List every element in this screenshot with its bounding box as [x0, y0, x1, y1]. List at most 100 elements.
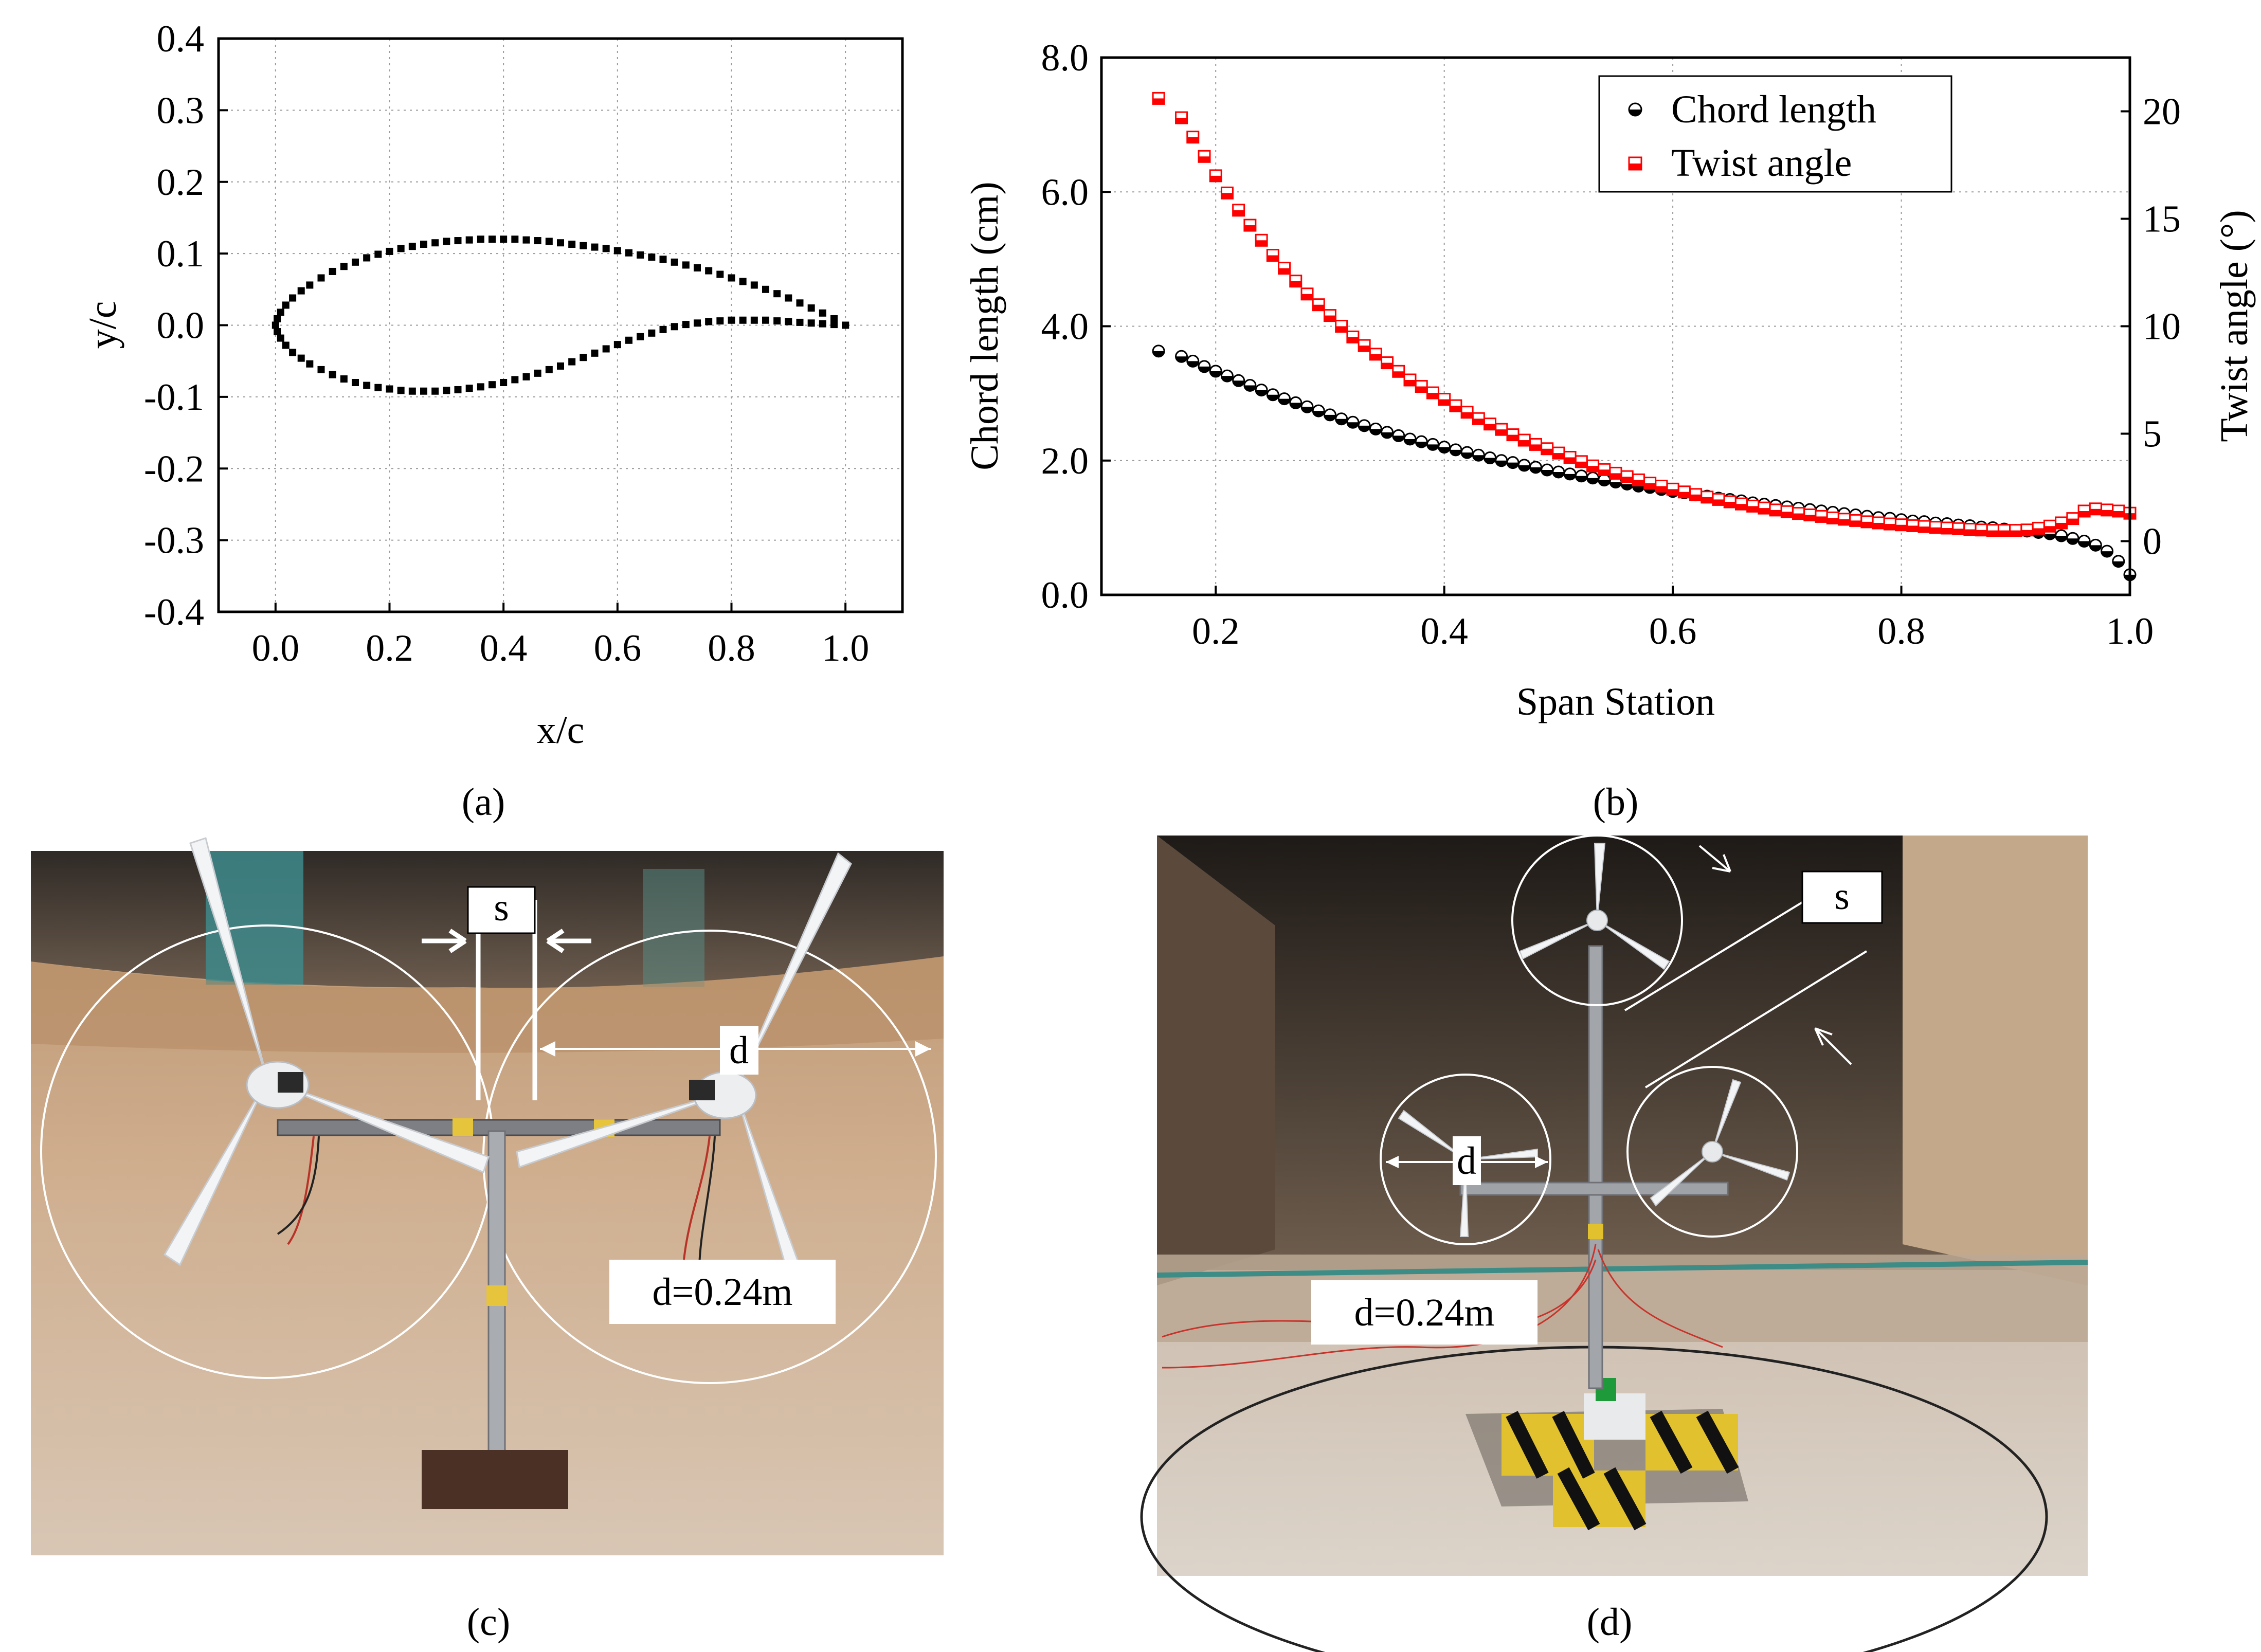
y-tick-label-left: 4.0 — [1041, 306, 1089, 348]
airfoil-point — [297, 287, 305, 295]
twist-angle-point — [1529, 438, 1542, 451]
airfoil-point — [682, 321, 690, 329]
chord-length-point — [1358, 419, 1371, 432]
y-tick-label-left: 8.0 — [1041, 37, 1089, 79]
photo-c-spacing-box — [467, 886, 536, 934]
panel-label-c: (c) — [467, 1601, 510, 1644]
airfoil-point — [329, 267, 336, 275]
hazard-tape — [1502, 1410, 1739, 1531]
chord-length-point — [1598, 474, 1611, 487]
chord-length-point — [1392, 429, 1405, 442]
x-tick-label: 0.2 — [366, 627, 413, 669]
chord-length-point — [1460, 446, 1474, 459]
airfoil-point — [807, 319, 815, 327]
airfoil-point — [648, 329, 656, 337]
photo-d-diameter-box — [1453, 1136, 1481, 1185]
airfoil-point — [340, 263, 348, 270]
y-tick-label: 0.0 — [157, 305, 205, 347]
airfoil-point — [420, 241, 427, 248]
twist-angle-point — [1255, 233, 1268, 247]
airfoil-point — [580, 242, 587, 249]
airfoil-point — [522, 373, 530, 380]
twist-angle-point — [2112, 504, 2125, 518]
airfoil-point — [819, 320, 826, 328]
legend-box — [1598, 75, 1952, 193]
twist-angle-point — [1198, 150, 1211, 163]
photo-c-spacing-label: s — [494, 886, 509, 929]
chart-a-xlabel: x/c — [537, 709, 585, 752]
twist-angle-point — [2066, 512, 2079, 525]
photo-c-diameter-label: d — [729, 1029, 749, 1072]
twist-angle-point — [1152, 92, 1165, 105]
airfoil-point — [454, 237, 462, 245]
y-tick-label: 0.4 — [157, 18, 205, 60]
y-tick-label: 0.2 — [157, 161, 205, 204]
twist-angle-point — [1460, 406, 1474, 419]
twist-angle-point — [1918, 520, 1931, 533]
airfoil-point — [671, 258, 678, 266]
airfoil-point — [739, 278, 747, 285]
twist-angle-point — [1358, 339, 1371, 352]
chart-b-marks — [1152, 92, 2137, 582]
airfoil-point — [625, 336, 632, 344]
airfoil-point — [750, 316, 758, 324]
airfoil-point — [500, 235, 508, 243]
y-tick-label-right: 10 — [2143, 306, 2181, 348]
airfoil-point — [277, 334, 284, 342]
twist-angle-point — [2009, 524, 2022, 537]
chord-length-point — [1541, 463, 1554, 477]
airfoil-point — [830, 321, 838, 329]
airfoil-point — [785, 318, 792, 325]
chord-length-point — [1563, 467, 1577, 481]
airfoil-point — [511, 235, 519, 243]
twist-angle-point — [1426, 386, 1439, 400]
photo-d: s d d=0.24m (d) — [1140, 834, 2088, 1652]
airfoil-point — [819, 309, 826, 317]
airfoil-point — [545, 366, 553, 373]
x-tick-label: 0.4 — [480, 627, 528, 669]
twist-angle-point — [1620, 470, 1634, 483]
twist-angle-point — [1517, 433, 1531, 447]
airfoil-point — [842, 321, 849, 329]
airfoil-point — [694, 319, 701, 327]
twist-angle-point — [1677, 485, 1691, 499]
airfoil-point — [408, 387, 416, 395]
chord-length-point — [1381, 426, 1394, 439]
twist-angle-point — [1300, 287, 1314, 301]
twist-angle-point — [1655, 479, 1668, 493]
chord-length-point — [1232, 374, 1245, 387]
airfoil-point — [545, 238, 553, 245]
twist-angle-point — [1872, 516, 1885, 530]
twist-angle-point — [1381, 356, 1394, 370]
airfoil-point — [352, 258, 359, 266]
airfoil-point — [431, 387, 439, 395]
x-tick-label: 0.8 — [708, 627, 755, 669]
airfoil-point — [443, 238, 450, 245]
twist-angle-point — [1232, 204, 1245, 217]
twist-angle-point — [1175, 111, 1188, 124]
twist-angle-point — [1209, 169, 1222, 183]
photo-c-scene — [31, 837, 944, 1555]
twist-angle-point — [1323, 309, 1336, 322]
twist-angle-point — [1289, 275, 1303, 288]
twist-angle-point — [1929, 521, 1942, 534]
airfoil-point — [557, 239, 564, 247]
chord-length-point — [1300, 400, 1314, 413]
photo-d-dimension-label: d=0.24m — [1354, 1291, 1495, 1334]
twist-angle-point — [1998, 524, 2011, 537]
airfoil-point — [454, 386, 462, 393]
chord-length-point — [1152, 344, 1165, 358]
twist-angle-point — [2055, 516, 2068, 530]
airfoil-point — [297, 354, 305, 362]
chord-length-point — [1506, 456, 1520, 469]
photo-c-diameter-box — [720, 1026, 758, 1075]
airfoil-point — [762, 316, 769, 324]
legend-label-chord: Chord length — [1671, 88, 1876, 131]
twist-angle-point — [1449, 399, 1462, 412]
airfoil-point — [637, 333, 644, 340]
twist-angle-point — [1906, 519, 1920, 532]
twist-angle-point — [1952, 522, 1965, 535]
twist-angle-point — [2101, 503, 2114, 517]
airfoil-point — [580, 354, 587, 361]
twist-angle-point — [1837, 513, 1851, 526]
